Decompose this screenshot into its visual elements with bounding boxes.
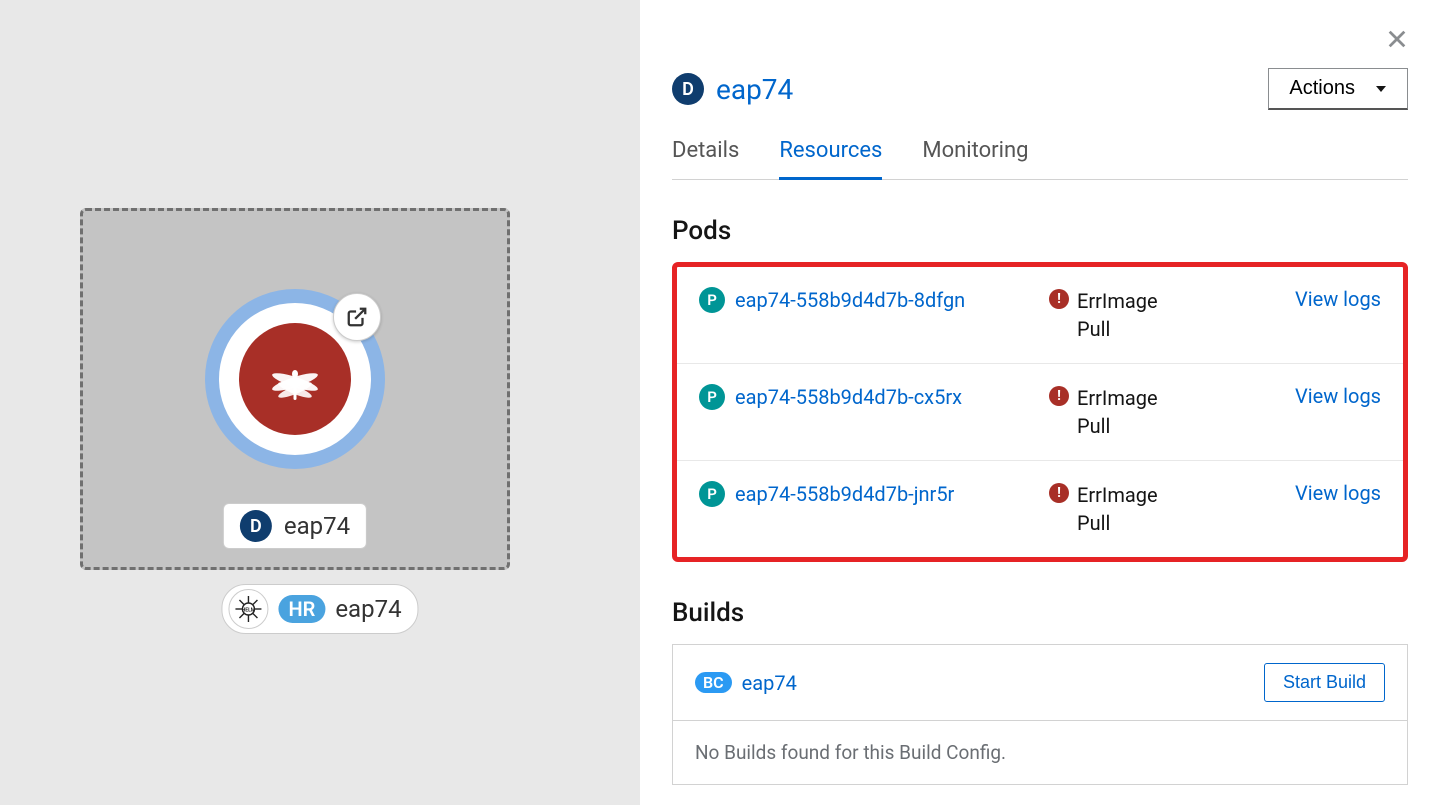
pod-row: P eap74-558b9d4d7b-jnr5r ! ErrImagePull … <box>677 461 1403 557</box>
helm-release-pill[interactable]: HELM HR eap74 <box>221 584 418 634</box>
topology-node[interactable] <box>205 289 385 469</box>
panel-header: D eap74 Actions <box>672 68 1408 110</box>
view-logs-link[interactable]: View logs <box>1295 287 1381 311</box>
deployment-badge-icon: D <box>240 510 272 542</box>
tab-resources[interactable]: Resources <box>779 138 882 180</box>
external-link-icon <box>346 306 368 328</box>
pod-badge-icon: P <box>699 384 725 410</box>
helm-icon: HELM <box>228 589 268 629</box>
actions-label: Actions <box>1289 77 1355 100</box>
close-button[interactable] <box>1386 24 1408 57</box>
open-url-decorator[interactable] <box>333 293 381 341</box>
start-build-button[interactable]: Start Build <box>1264 663 1385 702</box>
close-icon <box>1386 28 1408 50</box>
side-panel: D eap74 Actions Details Resources Monito… <box>640 0 1440 805</box>
svg-text:HELM: HELM <box>242 608 256 614</box>
tab-details[interactable]: Details <box>672 138 739 179</box>
error-icon: ! <box>1049 289 1069 309</box>
builds-section-title: Builds <box>672 598 1408 628</box>
pods-section-title: Pods <box>672 216 1408 246</box>
dragonfly-icon <box>260 344 330 414</box>
deployment-badge-icon: D <box>672 73 704 105</box>
error-icon: ! <box>1049 386 1069 406</box>
pod-status: ErrImagePull <box>1077 481 1158 537</box>
pod-badge-icon: P <box>699 287 725 313</box>
pods-box: P eap74-558b9d4d7b-8dfgn ! ErrImagePull … <box>672 262 1408 562</box>
caret-down-icon <box>1375 85 1387 93</box>
panel-title[interactable]: D eap74 <box>672 73 793 106</box>
error-icon: ! <box>1049 483 1069 503</box>
pod-status: ErrImagePull <box>1077 384 1158 440</box>
pod-row: P eap74-558b9d4d7b-cx5rx ! ErrImagePull … <box>677 364 1403 461</box>
tab-monitoring[interactable]: Monitoring <box>922 138 1028 179</box>
topology-group[interactable]: D eap74 <box>80 208 510 570</box>
resource-title-link[interactable]: eap74 <box>716 73 793 106</box>
pod-link[interactable]: eap74-558b9d4d7b-jnr5r <box>735 482 954 506</box>
actions-dropdown[interactable]: Actions <box>1268 68 1408 110</box>
pod-row: P eap74-558b9d4d7b-8dfgn ! ErrImagePull … <box>677 267 1403 364</box>
view-logs-link[interactable]: View logs <box>1295 384 1381 408</box>
build-config-row: BC eap74 Start Build <box>673 645 1407 721</box>
tabs: Details Resources Monitoring <box>672 138 1408 180</box>
helm-release-badge-icon: HR <box>278 595 325 623</box>
buildconfig-badge-icon: BC <box>695 672 732 693</box>
builds-box: BC eap74 Start Build No Builds found for… <box>672 644 1408 785</box>
node-label-pill[interactable]: D eap74 <box>223 503 367 549</box>
helm-release-label: eap74 <box>335 595 401 623</box>
pod-badge-icon: P <box>699 481 725 507</box>
builds-empty-message: No Builds found for this Build Config. <box>673 721 1407 784</box>
pod-status: ErrImagePull <box>1077 287 1158 343</box>
node-label-text: eap74 <box>284 512 350 540</box>
topology-canvas[interactable]: D eap74 HELM HR eap74 <box>0 0 640 805</box>
pod-link[interactable]: eap74-558b9d4d7b-cx5rx <box>735 385 962 409</box>
pod-link[interactable]: eap74-558b9d4d7b-8dfgn <box>735 288 965 312</box>
view-logs-link[interactable]: View logs <box>1295 481 1381 505</box>
buildconfig-link[interactable]: eap74 <box>742 671 797 695</box>
